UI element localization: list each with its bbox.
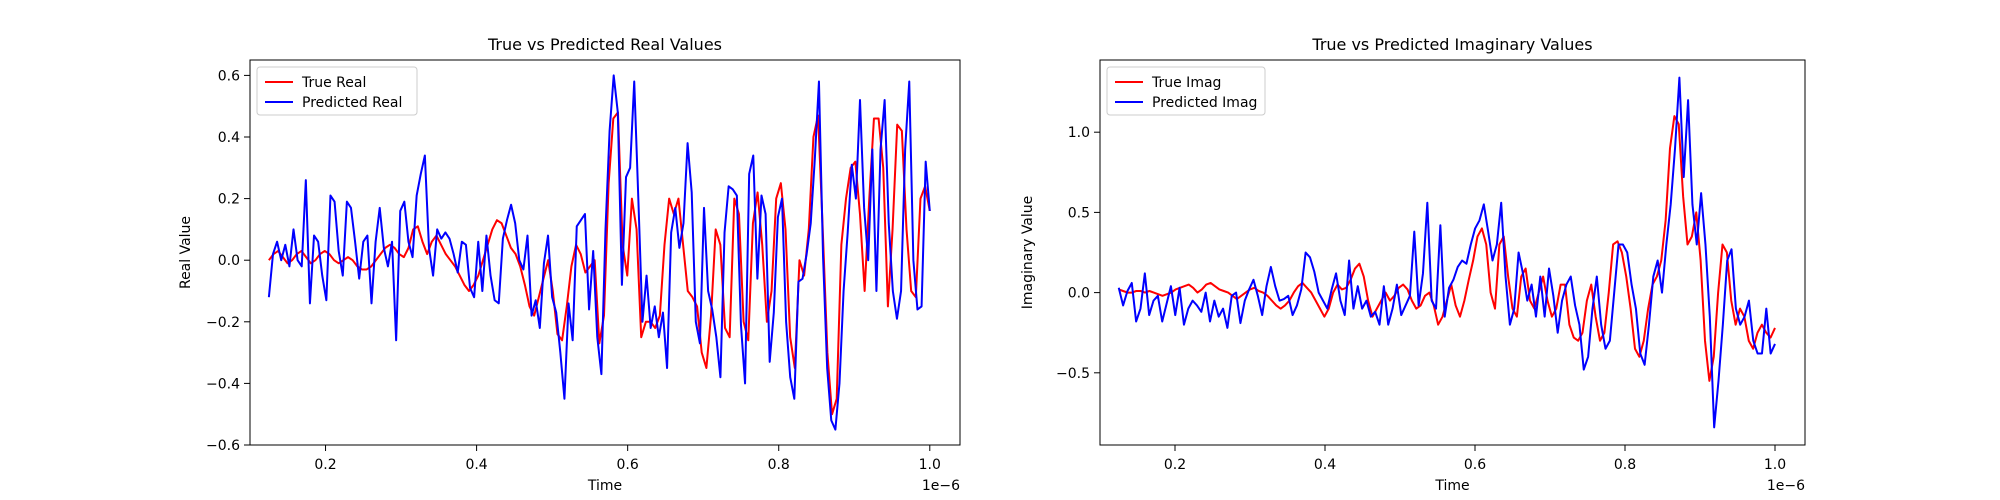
chart-1-legend: True Imag Predicted Imag — [1106, 66, 1266, 116]
chart-0-x-tick-label: 0.6 — [617, 457, 639, 473]
chart-1-x-tick-label: 0.4 — [1314, 457, 1336, 473]
chart-1-y-tick-label: 0.0 — [1068, 286, 1090, 302]
chart-1-legend-box — [1106, 66, 1266, 116]
chart-1-x-offset-label: 1e−6 — [1767, 478, 1805, 494]
chart-0-y-tick-label: 0.2 — [218, 192, 240, 208]
chart-1-series-line-predicted — [1117, 76, 1776, 429]
chart-0-x-tick-label: 0.4 — [465, 457, 487, 473]
chart-0-y-tick-label: −0.2 — [206, 315, 240, 331]
chart-1-series-line-true — [1118, 115, 1776, 382]
chart-1-x-tick-label: 0.8 — [1614, 457, 1636, 473]
chart-0-x-tick-label: 1.0 — [919, 457, 941, 473]
chart-0-y-tick-label: 0.0 — [218, 253, 240, 269]
chart-0-y-tick-label: −0.4 — [206, 376, 240, 392]
chart-0-plot-frame — [249, 59, 961, 446]
real-values-chart: 0.2 0.4 0.6 0.8 1.0 −0.6 −0.4 −0.2 0.0 0.2 0.4 0.6 1… — [178, 35, 961, 494]
chart-1-plot-frame — [1099, 59, 1806, 446]
chart-0-legend: True Real Predicted Real — [256, 66, 418, 116]
chart-1-x-axis-label: Time — [1434, 478, 1469, 494]
chart-0-legend-box — [256, 66, 418, 116]
chart-0-x-offset-label: 1e−6 — [922, 478, 960, 494]
chart-1-x-tick-label: 0.6 — [1464, 457, 1486, 473]
chart-0-x-tick-label: 0.8 — [768, 457, 790, 473]
chart-1-y-tick-label: −0.5 — [1056, 366, 1090, 382]
chart-0-y-tick-label: 0.6 — [218, 68, 240, 84]
chart-1-legend-label-predicted: Predicted Imag — [1152, 95, 1257, 111]
chart-0-legend-label-predicted: Predicted Real — [302, 95, 402, 111]
chart-1-y-axis-label: Imaginary Value — [1020, 196, 1036, 310]
chart-0-x-tick-label: 0.2 — [314, 457, 336, 473]
imaginary-values-chart: 0.2 0.4 0.6 0.8 1.0 −0.5 0.0 0.5 1.0 1e−6 True vs … — [1020, 35, 1806, 494]
chart-0-title: True vs Predicted Real Values — [487, 35, 722, 54]
chart-1-title: True vs Predicted Imaginary Values — [1311, 35, 1592, 54]
chart-0-y-axis-label: Real Value — [178, 216, 194, 289]
chart-0-series-line-true — [268, 111, 931, 416]
chart-0-legend-label-true: True Real — [301, 75, 366, 91]
chart-0-x-axis-label: Time — [587, 478, 622, 494]
chart-1-x-tick-label: 1.0 — [1764, 457, 1786, 473]
chart-0-series-line-predicted — [267, 74, 931, 431]
chart-1-y-tick-label: 1.0 — [1068, 125, 1090, 141]
chart-1-y-tick-label: 0.5 — [1068, 205, 1090, 221]
chart-0-y-tick-label: 0.4 — [218, 130, 240, 146]
chart-0-y-tick-label: −0.6 — [206, 438, 240, 454]
chart-1-legend-label-true: True Imag — [1151, 75, 1221, 91]
chart-1-x-tick-label: 0.2 — [1164, 457, 1186, 473]
